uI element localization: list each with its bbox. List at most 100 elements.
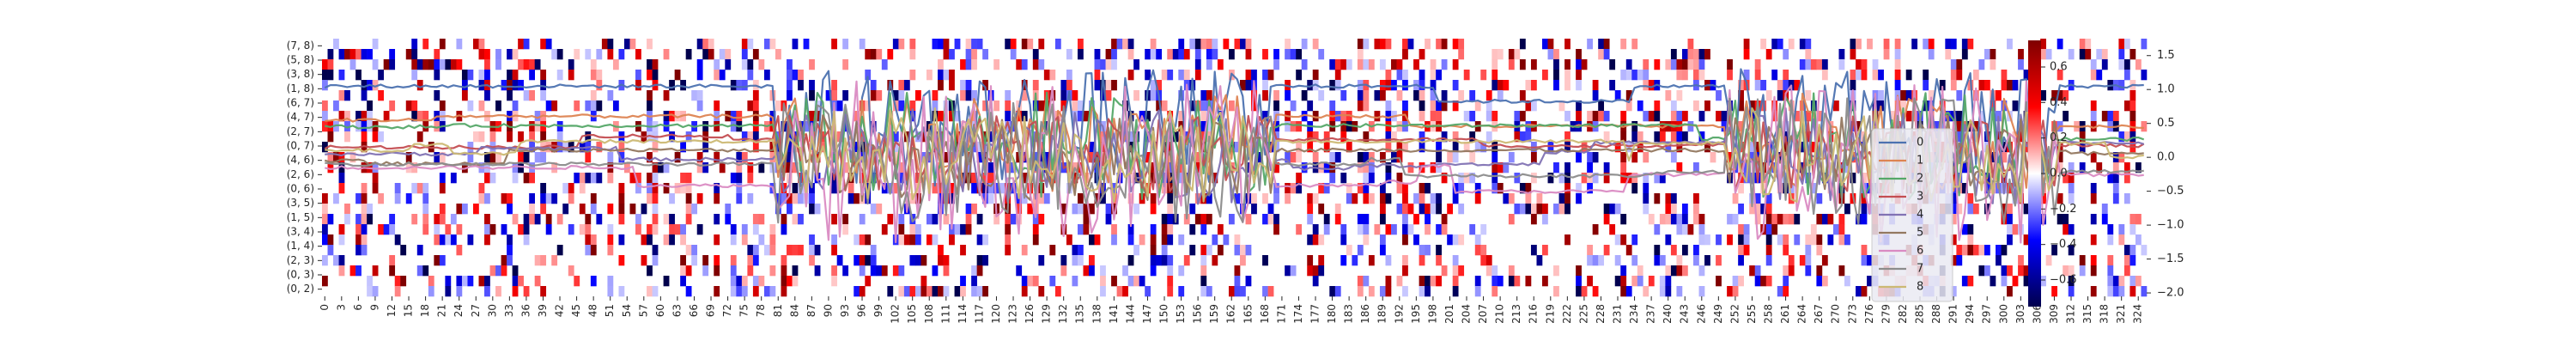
heatmap-cell bbox=[736, 193, 743, 204]
heatmap-cell bbox=[1704, 234, 1710, 246]
heatmap-cell bbox=[1676, 111, 1683, 122]
heatmap-cell bbox=[1670, 204, 1677, 215]
heatmap-cell bbox=[338, 49, 345, 60]
heatmap-cell bbox=[456, 39, 463, 50]
heatmap-cell bbox=[484, 276, 490, 287]
heatmap-cell bbox=[1105, 80, 1112, 91]
x-tick-label: 261 bbox=[1779, 304, 1791, 324]
heatmap-cell bbox=[1436, 193, 1442, 204]
heatmap-cell bbox=[556, 70, 563, 81]
heatmap-cell bbox=[1452, 39, 1459, 50]
heatmap-cell bbox=[1480, 70, 1487, 81]
heatmap-cell bbox=[534, 255, 541, 266]
heatmap-cell bbox=[714, 111, 720, 122]
heatmap-cell bbox=[1273, 49, 1279, 60]
heatmap-cell bbox=[383, 59, 390, 70]
heatmap-cell bbox=[489, 265, 496, 277]
heatmap-cell bbox=[1654, 131, 1661, 143]
heatmap-cell bbox=[1665, 121, 1672, 132]
heatmap-cell bbox=[1038, 59, 1045, 70]
heatmap-cell bbox=[987, 162, 994, 174]
heatmap-cell bbox=[416, 183, 423, 194]
right-tick-label: 0.0 bbox=[2157, 151, 2175, 164]
heatmap-cell bbox=[1194, 39, 1201, 50]
heatmap-cell bbox=[993, 214, 1000, 225]
heatmap-cell bbox=[2118, 234, 2125, 246]
heatmap-cell bbox=[2018, 59, 2024, 70]
heatmap-cell bbox=[1497, 162, 1504, 174]
heatmap-cell bbox=[618, 142, 625, 153]
heatmap-cell bbox=[1357, 286, 1364, 297]
heatmap-cell bbox=[865, 100, 872, 112]
heatmap-cell bbox=[1777, 90, 1783, 101]
heatmap-cell bbox=[736, 162, 743, 174]
heatmap-cell bbox=[1821, 255, 1828, 266]
heatmap-cell bbox=[943, 265, 950, 277]
heatmap-cell bbox=[1089, 234, 1095, 246]
heatmap-cell bbox=[1402, 183, 1408, 194]
x-tick-label: 36 bbox=[519, 304, 532, 317]
heatmap-cell bbox=[338, 183, 345, 194]
heatmap-cell bbox=[1312, 39, 1319, 50]
heatmap-cell bbox=[2023, 70, 2030, 81]
heatmap-cell bbox=[1066, 80, 1072, 91]
heatmap-cell bbox=[1788, 255, 1795, 266]
heatmap-cell bbox=[680, 234, 686, 246]
heatmap-cell bbox=[752, 286, 759, 297]
heatmap-cell bbox=[1402, 224, 1408, 235]
heatmap-cell bbox=[1200, 286, 1207, 297]
heatmap-cell bbox=[1743, 49, 1750, 60]
heatmap-cell bbox=[512, 214, 519, 225]
heatmap-cell bbox=[1805, 234, 1812, 246]
heatmap-cell bbox=[534, 276, 541, 287]
heatmap-cell bbox=[1676, 70, 1683, 81]
heatmap-cell bbox=[1867, 255, 1873, 266]
heatmap-cell bbox=[831, 276, 837, 287]
heatmap-cell bbox=[976, 255, 983, 266]
heatmap-cell bbox=[892, 90, 899, 101]
heatmap-cell bbox=[787, 276, 793, 287]
heatmap-cell bbox=[422, 224, 429, 235]
heatmap-cell bbox=[938, 193, 944, 204]
heatmap-cell bbox=[1614, 276, 1621, 287]
heatmap-cell bbox=[618, 234, 625, 246]
heatmap-cell bbox=[932, 214, 939, 225]
heatmap-cell bbox=[993, 100, 1000, 112]
heatmap-cell bbox=[1765, 214, 1772, 225]
x-tick-label: 3 bbox=[335, 304, 347, 311]
x-tick-label: 102 bbox=[890, 304, 902, 324]
heatmap-cell bbox=[2007, 265, 2013, 277]
x-tick-label: 216 bbox=[1528, 304, 1540, 324]
heatmap-cell bbox=[1413, 59, 1419, 70]
heatmap-cell bbox=[747, 59, 754, 70]
heatmap-cell bbox=[540, 70, 547, 81]
heatmap-cell bbox=[1956, 59, 1963, 70]
heatmap-cell bbox=[344, 121, 350, 132]
heatmap-cell bbox=[1861, 193, 1868, 204]
heatmap-cell bbox=[1810, 142, 1817, 153]
x-tick-label: 144 bbox=[1124, 304, 1136, 324]
heatmap-cell bbox=[1083, 204, 1090, 215]
heatmap-cell bbox=[1212, 255, 1218, 266]
heatmap-cell bbox=[507, 90, 513, 101]
heatmap-cell bbox=[1111, 276, 1117, 287]
heatmap-cell bbox=[405, 100, 412, 112]
heatmap-cell bbox=[1425, 214, 1431, 225]
heatmap-cell bbox=[960, 90, 966, 101]
heatmap-cell bbox=[1816, 245, 1823, 256]
heatmap-cell bbox=[2141, 245, 2148, 256]
heatmap-cell bbox=[579, 173, 586, 184]
heatmap-cell bbox=[2135, 276, 2142, 287]
heatmap-cell bbox=[1620, 131, 1627, 143]
heatmap-cell bbox=[1346, 245, 1352, 256]
heatmap-cell bbox=[1150, 245, 1157, 256]
heatmap-cell bbox=[1519, 204, 1526, 215]
heatmap-cell bbox=[741, 286, 748, 297]
x-tick-label: 24 bbox=[453, 304, 465, 317]
heatmap-cell bbox=[685, 204, 692, 215]
heatmap-cell bbox=[1614, 142, 1621, 153]
heatmap-cell bbox=[741, 80, 748, 91]
x-tick-label: 210 bbox=[1494, 304, 1506, 324]
heatmap-cell bbox=[1027, 39, 1034, 50]
heatmap-cell bbox=[730, 286, 737, 297]
